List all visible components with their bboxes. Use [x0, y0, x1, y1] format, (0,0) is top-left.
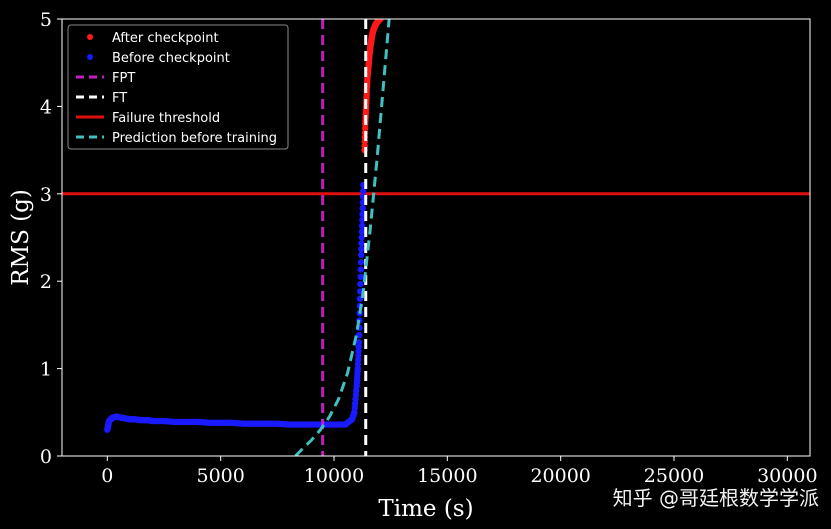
legend: After checkpoint Before checkpoint FPT FT Fa… [67, 24, 289, 150]
y-tick-label: 4 [40, 96, 52, 118]
legend-marker [87, 34, 93, 40]
before-checkpoint-series [104, 181, 367, 433]
legend-box [67, 24, 289, 150]
x-tick-label: 20000 [530, 465, 590, 487]
data-point [377, 19, 384, 23]
legend-marker [87, 54, 93, 60]
data-point [357, 266, 365, 273]
data-point [357, 273, 364, 281]
y-tick-label: 2 [40, 271, 52, 293]
prediction-curve [294, 19, 391, 456]
data-point [357, 280, 364, 288]
data-point [357, 259, 365, 266]
x-axis-label: Time (s) [378, 496, 473, 522]
data-point [360, 187, 367, 195]
legend-label: FT [112, 91, 127, 106]
data-point [358, 240, 365, 247]
x-tick-label: 30000 [757, 465, 817, 487]
data-point [358, 234, 365, 241]
y-tick-label: 3 [40, 184, 52, 206]
plot-area [62, 19, 810, 456]
legend-label: Prediction before training [112, 131, 277, 146]
x-tick-label: 25000 [644, 465, 704, 487]
data-point [358, 222, 366, 230]
x-tick-label: 10000 [304, 465, 364, 487]
data-point [358, 251, 365, 259]
legend-label: Before checkpoint [112, 51, 230, 66]
y-tick-label: 0 [40, 446, 52, 468]
legend-label: Failure threshold [112, 111, 220, 126]
data-point [359, 210, 366, 218]
y-tick-label: 1 [40, 359, 52, 381]
data-point [358, 245, 365, 253]
data-point [359, 216, 366, 224]
legend-label: After checkpoint [112, 31, 219, 46]
data-point [355, 331, 363, 339]
watermark-text: 知乎 @哥廷根数学学派 [612, 486, 819, 510]
y-axis-label: RMS (g) [8, 189, 34, 286]
axes: 0 5000 10000 15000 20000 25000 30000 0 1 2 3 4 5 Time… [8, 9, 818, 522]
data-point [355, 339, 363, 346]
x-tick-label: 5000 [196, 465, 244, 487]
x-tick-label: 15000 [417, 465, 477, 487]
data-point [358, 228, 366, 235]
x-tick-label: 0 [101, 465, 113, 487]
legend-label: FPT [112, 71, 135, 86]
plot-frame [61, 18, 811, 457]
y-tick-label: 5 [40, 9, 52, 31]
data-point [359, 205, 366, 212]
